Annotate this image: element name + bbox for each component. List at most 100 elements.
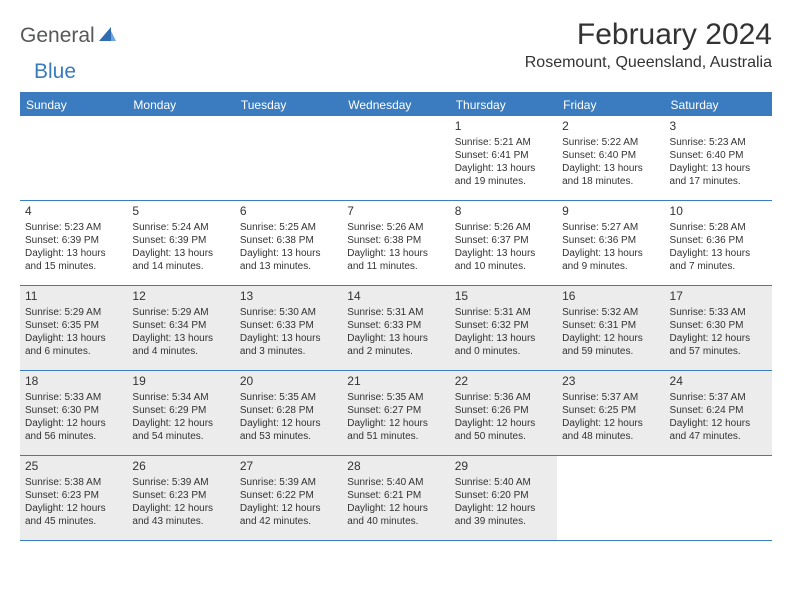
day-number: 12 — [132, 289, 229, 305]
day-cell: 13Sunrise: 5:30 AMSunset: 6:33 PMDayligh… — [235, 286, 342, 370]
day-number: 22 — [455, 374, 552, 390]
day-daylight2: and 39 minutes. — [455, 515, 552, 528]
day-daylight1: Daylight: 13 hours — [562, 247, 659, 260]
day-daylight2: and 40 minutes. — [347, 515, 444, 528]
day-sunset: Sunset: 6:31 PM — [562, 319, 659, 332]
day-cell: 28Sunrise: 5:40 AMSunset: 6:21 PMDayligh… — [342, 456, 449, 540]
day-daylight2: and 2 minutes. — [347, 345, 444, 358]
day-sunrise: Sunrise: 5:32 AM — [562, 306, 659, 319]
day-daylight2: and 57 minutes. — [670, 345, 767, 358]
day-sunrise: Sunrise: 5:22 AM — [562, 136, 659, 149]
day-daylight1: Daylight: 12 hours — [455, 502, 552, 515]
day-sunset: Sunset: 6:41 PM — [455, 149, 552, 162]
day-daylight1: Daylight: 13 hours — [455, 332, 552, 345]
day-daylight2: and 42 minutes. — [240, 515, 337, 528]
day-number: 11 — [25, 289, 122, 305]
day-sunset: Sunset: 6:30 PM — [25, 404, 122, 417]
day-sunrise: Sunrise: 5:34 AM — [132, 391, 229, 404]
day-header-saturday: Saturday — [665, 94, 772, 116]
day-cell: 15Sunrise: 5:31 AMSunset: 6:32 PMDayligh… — [450, 286, 557, 370]
day-daylight1: Daylight: 12 hours — [562, 332, 659, 345]
day-sunset: Sunset: 6:23 PM — [132, 489, 229, 502]
day-sunrise: Sunrise: 5:38 AM — [25, 476, 122, 489]
day-header-friday: Friday — [557, 94, 664, 116]
day-number: 7 — [347, 204, 444, 220]
day-daylight2: and 13 minutes. — [240, 260, 337, 273]
day-number: 17 — [670, 289, 767, 305]
day-sunset: Sunset: 6:35 PM — [25, 319, 122, 332]
day-sunset: Sunset: 6:26 PM — [455, 404, 552, 417]
day-cell: 23Sunrise: 5:37 AMSunset: 6:25 PMDayligh… — [557, 371, 664, 455]
day-daylight2: and 50 minutes. — [455, 430, 552, 443]
day-daylight1: Daylight: 12 hours — [132, 417, 229, 430]
day-cell: 24Sunrise: 5:37 AMSunset: 6:24 PMDayligh… — [665, 371, 772, 455]
calendar: Sunday Monday Tuesday Wednesday Thursday… — [20, 92, 772, 541]
day-sunrise: Sunrise: 5:37 AM — [562, 391, 659, 404]
day-sunset: Sunset: 6:24 PM — [670, 404, 767, 417]
day-sunset: Sunset: 6:39 PM — [132, 234, 229, 247]
day-cell: 25Sunrise: 5:38 AMSunset: 6:23 PMDayligh… — [20, 456, 127, 540]
day-sunrise: Sunrise: 5:25 AM — [240, 221, 337, 234]
day-daylight1: Daylight: 13 hours — [240, 247, 337, 260]
day-daylight2: and 59 minutes. — [562, 345, 659, 358]
day-header-wednesday: Wednesday — [342, 94, 449, 116]
day-cell — [235, 116, 342, 200]
day-daylight2: and 54 minutes. — [132, 430, 229, 443]
day-cell — [20, 116, 127, 200]
day-header-row: Sunday Monday Tuesday Wednesday Thursday… — [20, 94, 772, 116]
day-daylight2: and 6 minutes. — [25, 345, 122, 358]
logo-sail-icon — [97, 25, 117, 48]
week-row: 1Sunrise: 5:21 AMSunset: 6:41 PMDaylight… — [20, 116, 772, 201]
day-sunrise: Sunrise: 5:23 AM — [25, 221, 122, 234]
day-cell: 12Sunrise: 5:29 AMSunset: 6:34 PMDayligh… — [127, 286, 234, 370]
day-cell: 19Sunrise: 5:34 AMSunset: 6:29 PMDayligh… — [127, 371, 234, 455]
day-number: 29 — [455, 459, 552, 475]
day-daylight1: Daylight: 13 hours — [670, 247, 767, 260]
day-header-monday: Monday — [127, 94, 234, 116]
day-sunset: Sunset: 6:28 PM — [240, 404, 337, 417]
day-sunrise: Sunrise: 5:33 AM — [25, 391, 122, 404]
day-number: 3 — [670, 119, 767, 135]
day-number: 16 — [562, 289, 659, 305]
day-daylight1: Daylight: 13 hours — [25, 332, 122, 345]
day-cell: 10Sunrise: 5:28 AMSunset: 6:36 PMDayligh… — [665, 201, 772, 285]
day-cell: 18Sunrise: 5:33 AMSunset: 6:30 PMDayligh… — [20, 371, 127, 455]
day-sunset: Sunset: 6:23 PM — [25, 489, 122, 502]
day-sunset: Sunset: 6:38 PM — [347, 234, 444, 247]
day-sunset: Sunset: 6:30 PM — [670, 319, 767, 332]
day-daylight1: Daylight: 12 hours — [240, 417, 337, 430]
day-cell: 8Sunrise: 5:26 AMSunset: 6:37 PMDaylight… — [450, 201, 557, 285]
day-daylight2: and 4 minutes. — [132, 345, 229, 358]
day-sunset: Sunset: 6:36 PM — [562, 234, 659, 247]
day-sunset: Sunset: 6:36 PM — [670, 234, 767, 247]
day-cell — [665, 456, 772, 540]
day-sunrise: Sunrise: 5:40 AM — [455, 476, 552, 489]
day-number: 27 — [240, 459, 337, 475]
day-daylight1: Daylight: 13 hours — [347, 332, 444, 345]
day-sunset: Sunset: 6:34 PM — [132, 319, 229, 332]
day-daylight1: Daylight: 13 hours — [455, 247, 552, 260]
day-number: 21 — [347, 374, 444, 390]
day-sunrise: Sunrise: 5:27 AM — [562, 221, 659, 234]
day-daylight1: Daylight: 12 hours — [25, 502, 122, 515]
week-row: 25Sunrise: 5:38 AMSunset: 6:23 PMDayligh… — [20, 456, 772, 541]
week-row: 18Sunrise: 5:33 AMSunset: 6:30 PMDayligh… — [20, 371, 772, 456]
day-daylight1: Daylight: 12 hours — [670, 332, 767, 345]
day-cell: 27Sunrise: 5:39 AMSunset: 6:22 PMDayligh… — [235, 456, 342, 540]
day-cell: 14Sunrise: 5:31 AMSunset: 6:33 PMDayligh… — [342, 286, 449, 370]
day-cell: 4Sunrise: 5:23 AMSunset: 6:39 PMDaylight… — [20, 201, 127, 285]
day-sunrise: Sunrise: 5:39 AM — [132, 476, 229, 489]
day-sunset: Sunset: 6:22 PM — [240, 489, 337, 502]
day-number: 4 — [25, 204, 122, 220]
day-cell — [557, 456, 664, 540]
day-number: 19 — [132, 374, 229, 390]
day-number: 26 — [132, 459, 229, 475]
day-sunset: Sunset: 6:20 PM — [455, 489, 552, 502]
day-daylight2: and 43 minutes. — [132, 515, 229, 528]
day-sunrise: Sunrise: 5:35 AM — [347, 391, 444, 404]
day-sunrise: Sunrise: 5:36 AM — [455, 391, 552, 404]
day-daylight1: Daylight: 13 hours — [132, 332, 229, 345]
day-sunrise: Sunrise: 5:37 AM — [670, 391, 767, 404]
day-cell: 26Sunrise: 5:39 AMSunset: 6:23 PMDayligh… — [127, 456, 234, 540]
day-daylight1: Daylight: 12 hours — [132, 502, 229, 515]
